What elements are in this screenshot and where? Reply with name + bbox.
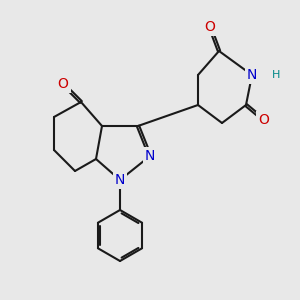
Text: N: N xyxy=(247,68,257,82)
Text: O: O xyxy=(259,113,269,127)
Text: N: N xyxy=(145,149,155,163)
Text: O: O xyxy=(58,77,68,91)
Text: N: N xyxy=(145,149,155,163)
Text: N: N xyxy=(115,173,125,187)
Text: O: O xyxy=(58,77,68,91)
Text: N: N xyxy=(247,68,257,82)
Text: N: N xyxy=(115,173,125,187)
Text: O: O xyxy=(205,20,215,34)
Text: O: O xyxy=(205,20,215,34)
Text: H: H xyxy=(272,70,280,80)
Text: O: O xyxy=(259,113,269,127)
Text: H: H xyxy=(272,70,280,80)
